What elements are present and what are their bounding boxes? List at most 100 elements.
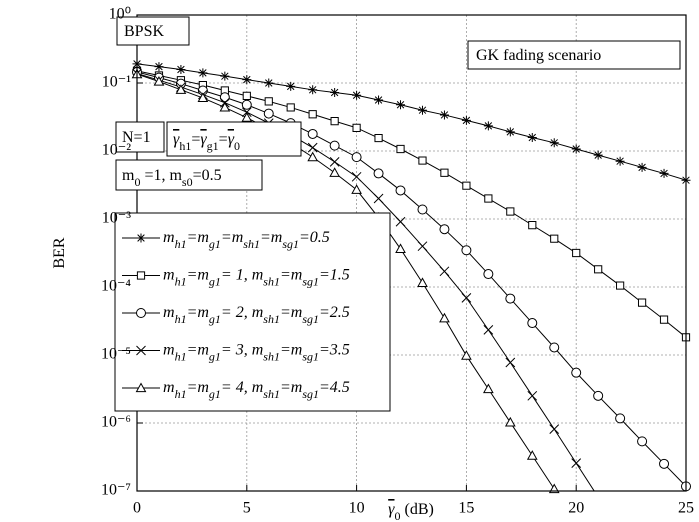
x-tick-label: 10 [349,500,365,517]
marker [351,152,362,163]
marker [241,112,253,122]
marker [395,185,406,196]
marker [330,117,339,126]
marker [572,248,581,258]
marker [374,133,383,143]
legend: mh1=mg1=msh1=msg1=0.5 mh1=mg1= 1, msh1=ms… [122,229,350,401]
marker [308,85,318,95]
marker [352,123,361,132]
marker [351,184,362,194]
y-tick-label: 10⁻² [102,142,131,159]
marker [351,171,362,182]
y-tick-label: 10⁻³ [102,210,131,227]
marker [418,156,427,165]
marker [352,90,362,100]
y-tick-label: 10⁻⁷ [101,482,131,499]
annotation: GK fading scenario [476,47,601,64]
marker [439,110,449,120]
marker [659,168,669,178]
legend-label: mh1=mg1= 2, msh1=msg1=2.5 [163,304,350,326]
marker [219,92,230,103]
marker [417,277,428,287]
marker [615,156,625,166]
marker [373,193,384,204]
marker [440,168,449,177]
marker [242,75,252,85]
marker [594,265,603,274]
marker [461,350,472,360]
x-tick-label: 5 [243,500,251,517]
marker [571,144,581,154]
x-tick-label: 20 [568,500,584,517]
marker [637,436,648,447]
marker [505,293,516,304]
marker [198,68,208,78]
marker [417,204,428,215]
marker [593,390,604,401]
marker [135,308,147,318]
legend-label: mh1=mg1=msh1=msg1=0.5 [163,229,330,251]
marker [329,167,340,177]
marker [483,121,493,131]
marker [197,92,209,103]
legend-label: mh1=mg1= 1, msh1=msg1=1.5 [163,266,350,288]
marker [439,224,450,235]
x-tick-label: 0 [133,500,141,517]
annotation: m0 =1, ms0=0.5 [122,167,222,189]
marker [505,127,515,137]
series-line [137,73,595,491]
marker [308,110,317,119]
marker [396,144,405,154]
marker [527,390,538,401]
marker [659,315,669,324]
marker [264,97,273,106]
marker [176,64,186,74]
marker [286,103,295,112]
marker [330,88,340,98]
marker [550,234,559,243]
marker [395,216,406,227]
y-tick-label: 10⁻¹ [102,74,131,91]
marker [615,413,626,424]
marker [241,99,252,110]
marker [153,76,165,86]
marker [264,78,274,88]
marker [462,181,471,190]
marker [527,132,537,142]
x-tick-label: 15 [458,500,474,517]
marker [395,243,406,254]
x-tick-label: 25 [678,500,694,517]
marker [483,325,494,335]
marker [136,233,146,243]
marker [219,101,231,112]
marker [483,269,494,280]
marker [659,458,670,469]
marker [307,128,318,139]
legend-label: mh1=mg1= 3, msh1=msg1=3.5 [163,341,350,363]
marker [286,81,296,91]
marker [571,367,582,378]
marker [484,194,493,203]
marker [505,357,516,368]
annotation-box [116,16,190,46]
marker [329,157,340,167]
legend-label: mh1=mg1= 4, msh1=msg1=4.5 [163,379,350,401]
marker [329,140,340,151]
annotation: BPSK [124,23,164,40]
marker [637,162,647,172]
marker [263,108,274,119]
marker [549,342,560,353]
annotation-box [166,121,302,157]
y-tick-label: 10⁻⁵ [101,346,131,363]
marker [461,245,472,256]
marker [136,271,146,280]
marker [220,71,230,81]
marker [637,298,647,307]
marker [439,312,450,323]
annotation-box [115,121,165,153]
marker [506,207,515,216]
marker [461,293,472,303]
marker [527,318,538,329]
marker [417,241,428,252]
marker [504,416,516,427]
